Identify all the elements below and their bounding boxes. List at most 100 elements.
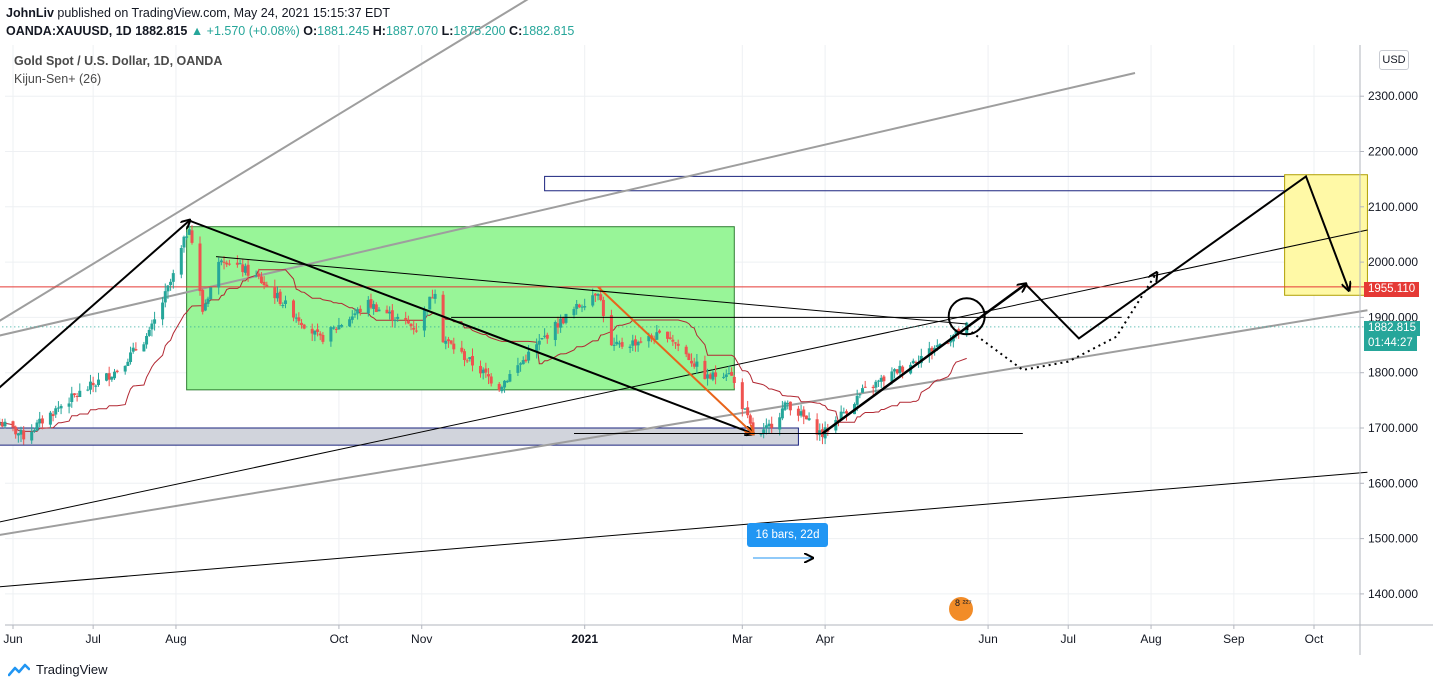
candle-body — [882, 376, 886, 382]
x-tick-label: Mar — [732, 632, 753, 646]
candle-body — [115, 370, 119, 372]
candle-body — [161, 302, 165, 320]
y-tick-label: 1400.000 — [1368, 587, 1418, 601]
forecast-path-dotted[interactable] — [966, 273, 1157, 371]
currency-button[interactable]: USD — [1379, 50, 1409, 70]
candle-body — [273, 286, 277, 299]
y-tick-label: 1600.000 — [1368, 476, 1418, 490]
candle-body — [724, 374, 728, 377]
footer-brand[interactable]: TradingView — [8, 662, 108, 677]
candle-body — [201, 290, 205, 312]
candle-body — [612, 344, 616, 346]
candle-body — [895, 369, 899, 374]
candle-body — [313, 330, 317, 335]
candle-body — [449, 340, 453, 344]
candle-body — [88, 381, 92, 390]
decline-arrow-line[interactable] — [188, 219, 753, 434]
candle-body — [0, 422, 2, 426]
candle-body — [96, 379, 100, 386]
candle-body — [938, 343, 942, 347]
candle-body — [703, 360, 707, 380]
candle-body — [40, 418, 44, 424]
candle-body — [767, 423, 771, 427]
candle-body — [169, 281, 173, 286]
candle-body — [265, 284, 269, 287]
candle-body — [385, 309, 389, 314]
upper-channel-line-2[interactable] — [0, 71, 1136, 337]
countdown-tag: 01:44:27 — [1364, 336, 1417, 351]
x-tick-label: Aug — [165, 632, 186, 646]
candle-body — [422, 309, 426, 331]
candle-body — [334, 328, 338, 330]
candle-body — [708, 374, 712, 379]
candle-body — [16, 433, 20, 436]
candle-body — [225, 262, 229, 265]
candle-body — [105, 373, 109, 381]
candle-body — [393, 320, 397, 322]
candle-body — [209, 287, 213, 300]
candle-body — [863, 386, 867, 388]
candle-body — [730, 371, 734, 376]
y-tick-label: 2000.000 — [1368, 255, 1418, 269]
uptrend-arrow-line[interactable] — [821, 284, 1025, 435]
author-name[interactable]: JohnLiv — [6, 6, 54, 20]
candle-body — [206, 298, 210, 304]
candle-body — [129, 352, 133, 363]
candle-body — [222, 261, 226, 263]
legend-title[interactable]: Gold Spot / U.S. Dollar, 1D, OANDA — [14, 54, 223, 68]
candle-body — [59, 405, 63, 409]
candle-body — [262, 281, 266, 286]
candle-body — [48, 412, 52, 425]
candle-body — [593, 293, 597, 296]
candle-body — [134, 349, 138, 351]
candle-body — [933, 347, 937, 351]
high-label: H: — [372, 24, 386, 38]
candle-body — [727, 373, 731, 375]
candle-body — [561, 317, 565, 324]
candle-body — [580, 306, 584, 308]
trend-line-mid[interactable] — [0, 229, 1368, 523]
trend-line-low[interactable] — [0, 471, 1368, 588]
event-badge[interactable]: 8 ²²⁷ — [949, 597, 973, 621]
candle-body — [796, 408, 800, 416]
candle-body — [540, 338, 544, 340]
level-price-tag: 1955.110 — [1364, 282, 1420, 297]
upper-channel-line-1[interactable] — [0, 0, 539, 324]
candle-body — [799, 411, 803, 416]
candle-body — [684, 346, 688, 355]
x-tick-label: Jul — [1061, 632, 1076, 646]
candle-body — [433, 293, 437, 299]
candle-body — [462, 351, 466, 360]
candle-body — [190, 230, 194, 243]
candle-body — [374, 304, 378, 313]
orange-decline-arrow[interactable] — [597, 286, 753, 434]
lower-channel-line[interactable] — [0, 309, 1368, 536]
candle-body — [861, 388, 865, 393]
candle-body — [927, 348, 931, 356]
candle-body — [358, 308, 362, 312]
rise-arrow-line[interactable] — [0, 221, 189, 392]
candle-body — [807, 418, 811, 421]
candle-body — [86, 389, 90, 391]
candle-body — [292, 300, 296, 318]
candle-body — [479, 365, 483, 374]
candle-body — [294, 317, 298, 319]
candle-body — [687, 353, 691, 361]
legend-indicator[interactable]: Kijun-Sen+ (26) — [14, 72, 102, 86]
candle-body — [572, 309, 576, 316]
highlight-circle[interactable] — [947, 297, 986, 336]
candle-body — [302, 324, 306, 329]
candle-body — [516, 365, 520, 373]
x-tick-label: Aug — [1140, 632, 1161, 646]
candle-body — [778, 417, 782, 430]
candle-body — [692, 363, 696, 367]
candle-body — [235, 262, 239, 265]
forecast-path-solid[interactable] — [1024, 174, 1348, 340]
candle-body — [227, 263, 231, 265]
candle-body — [444, 340, 448, 344]
candle-body — [219, 260, 223, 263]
candle-body — [377, 309, 381, 312]
descending-resistance-line[interactable] — [215, 256, 967, 325]
yellow-target-box[interactable] — [1284, 174, 1368, 296]
